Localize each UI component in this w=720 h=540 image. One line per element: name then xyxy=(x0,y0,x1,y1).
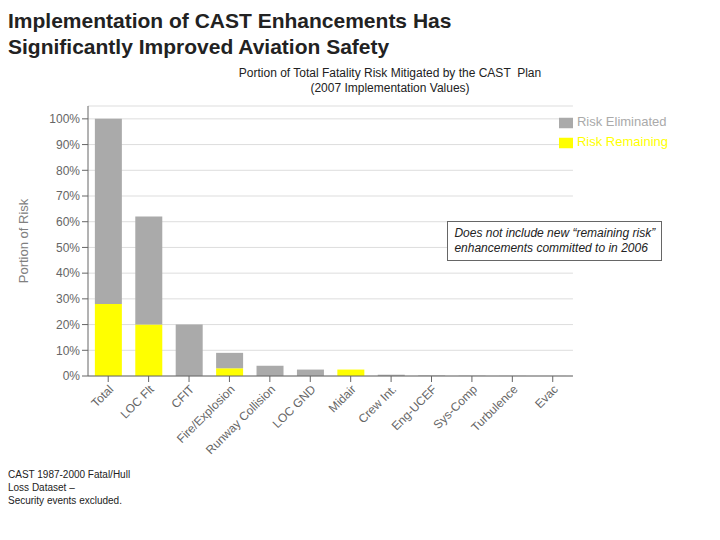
svg-text:Sys-Comp: Sys-Comp xyxy=(430,382,481,432)
svg-text:Midair: Midair xyxy=(326,382,359,415)
svg-text:Crew Int.: Crew Int. xyxy=(355,382,400,427)
svg-text:LOC GND: LOC GND xyxy=(270,382,319,431)
svg-text:50%: 50% xyxy=(56,241,80,255)
svg-text:0%: 0% xyxy=(63,369,81,383)
svg-text:CFIT: CFIT xyxy=(168,382,197,411)
svg-text:100%: 100% xyxy=(49,112,80,126)
svg-text:10%: 10% xyxy=(56,344,80,358)
html-text:Risk Remaining: Risk Remaining xyxy=(577,134,668,149)
svg-text:Eng-UCEF: Eng-UCEF xyxy=(389,382,440,433)
svg-text:Fire/Explosion: Fire/Explosion xyxy=(173,382,238,446)
svg-text:Evac: Evac xyxy=(532,382,561,411)
svg-text:LOC Flt: LOC Flt xyxy=(118,382,158,422)
svg-text:30%: 30% xyxy=(56,292,80,306)
html-text:Implementation of CAST Enhance: Implementation of CAST Enhancements Has … xyxy=(8,9,452,58)
html-text:Portion of Total Fatality Risk: Portion of Total Fatality Risk Mitigated… xyxy=(238,66,542,95)
svg-text:Portion of Risk: Portion of Risk xyxy=(16,198,31,283)
html-text:CAST 1987-2000 Fatal/Hull Loss: CAST 1987-2000 Fatal/Hull Loss Dataset –… xyxy=(8,469,131,506)
html-text:Does not include new “remainin: Does not include new “remaining risk” en… xyxy=(454,226,656,255)
svg-text:Turbulence: Turbulence xyxy=(468,382,520,434)
svg-text:Total: Total xyxy=(89,382,117,410)
svg-text:80%: 80% xyxy=(56,164,80,178)
html-text:Risk Eliminated: Risk Eliminated xyxy=(577,114,667,129)
svg-text:90%: 90% xyxy=(56,138,80,152)
svg-text:70%: 70% xyxy=(56,189,80,203)
svg-text:60%: 60% xyxy=(56,215,80,229)
svg-text:20%: 20% xyxy=(56,318,80,332)
svg-text:40%: 40% xyxy=(56,266,80,280)
svg-text:Runway Collision: Runway Collision xyxy=(203,382,278,457)
